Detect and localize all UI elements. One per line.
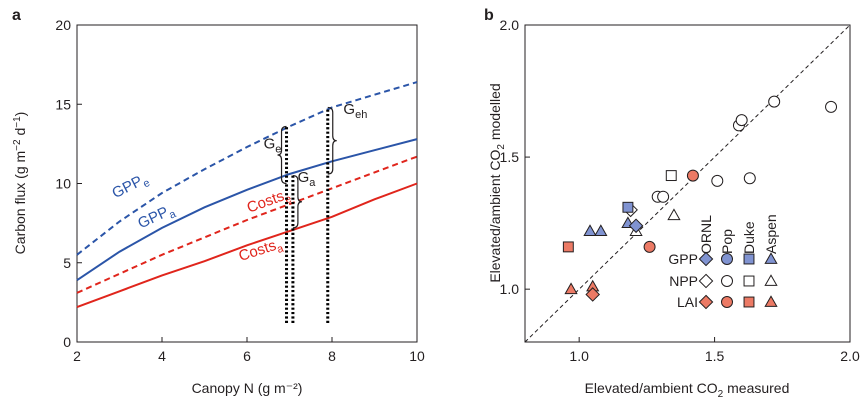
- data-point-lai-circle: [686, 169, 699, 182]
- legend-column-ornl: ORNL: [698, 215, 714, 254]
- panel-a-x-tick-label: 8: [328, 348, 336, 364]
- panel-a-y-tick-label: 20: [55, 17, 71, 33]
- panel-b-frame: [524, 24, 851, 343]
- legend-column-pop: Pop: [719, 229, 735, 254]
- panel-b-x-tick-label: 1.0: [569, 348, 589, 364]
- panel-a-y-tick-label: 0: [63, 334, 71, 350]
- legend-row-gpp: GPP: [668, 251, 698, 267]
- legend-marker-gpp-triangle: [764, 252, 778, 264]
- panel-a-label: a: [12, 7, 21, 24]
- panel-a-y-tick-label: 5: [63, 255, 71, 271]
- data-point-npp-triangle: [667, 208, 681, 221]
- legend-marker-npp-triangle: [764, 274, 778, 286]
- panel-a-annotations: Ge Ga Geh: [264, 101, 367, 323]
- panel-a-x-tick-label: 10: [409, 348, 425, 364]
- data-point-npp-circle: [743, 172, 756, 185]
- panel-b-x-tick-label: 2.0: [840, 348, 860, 364]
- annotation-g-eh: Geh: [343, 101, 367, 121]
- panel-a-x-tick-label: 6: [243, 348, 251, 364]
- panel-a-x-tick-label: 4: [158, 348, 166, 364]
- data-point-npp-circle: [825, 100, 838, 113]
- data-point-lai-triangle: [564, 282, 578, 295]
- legend-row-lai: LAI: [677, 294, 698, 310]
- series-line-costs-e: [76, 155, 418, 294]
- annotation-g-a: Ga: [298, 169, 317, 189]
- legend-marker-npp-diamond: [698, 273, 714, 289]
- panel-b-y-tick-label: 1.0: [500, 281, 520, 297]
- legend-marker-npp-circle: [721, 275, 733, 287]
- panel-b-label: b: [484, 7, 494, 24]
- legend-marker-lai-triangle: [764, 295, 778, 307]
- series-line-gpp-e: [76, 81, 418, 256]
- legend-column-duke: Duke: [741, 221, 757, 254]
- panel-a-x-axis-title: Canopy N (g m⁻²): [192, 380, 303, 396]
- gain-brace: [292, 174, 302, 229]
- legend-marker-gpp-diamond: [698, 251, 714, 267]
- panel-b-scatter-chart: b 1.0 1.5 2.0 1.0 1.5 2.0 ORNL Pop Duke Aspen GPP…: [484, 7, 860, 400]
- panel-a-y-tick-label: 15: [55, 96, 71, 112]
- panel-a-y-tick-label: 10: [55, 176, 71, 192]
- legend-column-aspen: Aspen: [763, 214, 779, 254]
- panel-b-x-axis-title: Elevated/ambient CO2 measured: [585, 380, 790, 400]
- gain-brace: [277, 125, 287, 185]
- series-label-gpp-e: GPPe: [109, 170, 152, 205]
- legend-row-npp: NPP: [669, 273, 698, 289]
- one-to-one-line: [524, 24, 851, 343]
- panel-b-data-points: [562, 95, 838, 302]
- data-point-npp-circle: [735, 114, 748, 127]
- legend-marker-lai-circle: [721, 296, 733, 308]
- annotation-g-e: Ge: [264, 136, 282, 156]
- panel-b-legend: ORNL Pop Duke Aspen GPP NPP LAI: [668, 214, 779, 310]
- legend-marker-gpp-square: [743, 253, 755, 265]
- data-point-npp-circle: [768, 95, 781, 108]
- legend-marker-lai-diamond: [698, 294, 714, 310]
- data-point-gpp-triangle: [594, 224, 608, 236]
- data-point-lai-square: [562, 241, 574, 253]
- data-point-gpp-triangle: [583, 224, 597, 236]
- panel-b-y-tick-label: 2.0: [500, 17, 520, 33]
- series-line-gpp-a: [76, 138, 418, 282]
- panel-b-y-tick-label: 1.5: [500, 149, 520, 165]
- data-point-npp-square: [665, 170, 677, 182]
- legend-marker-lai-square: [743, 296, 755, 308]
- panel-a-x-tick-label: 2: [73, 348, 81, 364]
- series-line-costs-a: [76, 182, 418, 309]
- legend-marker-gpp-circle: [721, 253, 733, 265]
- panel-a-axes: 2 4 6 8 10 0 5 10 15 20: [55, 17, 425, 364]
- panel-b-y-axis-title: Elevated/ambient CO2 modelled: [487, 83, 507, 282]
- data-point-npp-circle: [657, 190, 670, 203]
- data-point-lai-circle: [643, 240, 656, 253]
- gain-brace: [327, 106, 337, 175]
- data-point-gpp-square: [622, 201, 634, 213]
- panel-a-y-axis-title: Carbon flux (g m−2 d−1): [12, 112, 28, 255]
- panel-b-x-tick-label: 1.5: [705, 348, 725, 364]
- legend-marker-npp-square: [743, 275, 755, 287]
- data-point-gpp-diamond: [628, 218, 644, 234]
- data-point-npp-circle: [711, 174, 724, 187]
- data-point-lai-diamond: [585, 287, 601, 302]
- panel-b-axes: 1.0 1.5 2.0 1.0 1.5 2.0: [500, 17, 860, 364]
